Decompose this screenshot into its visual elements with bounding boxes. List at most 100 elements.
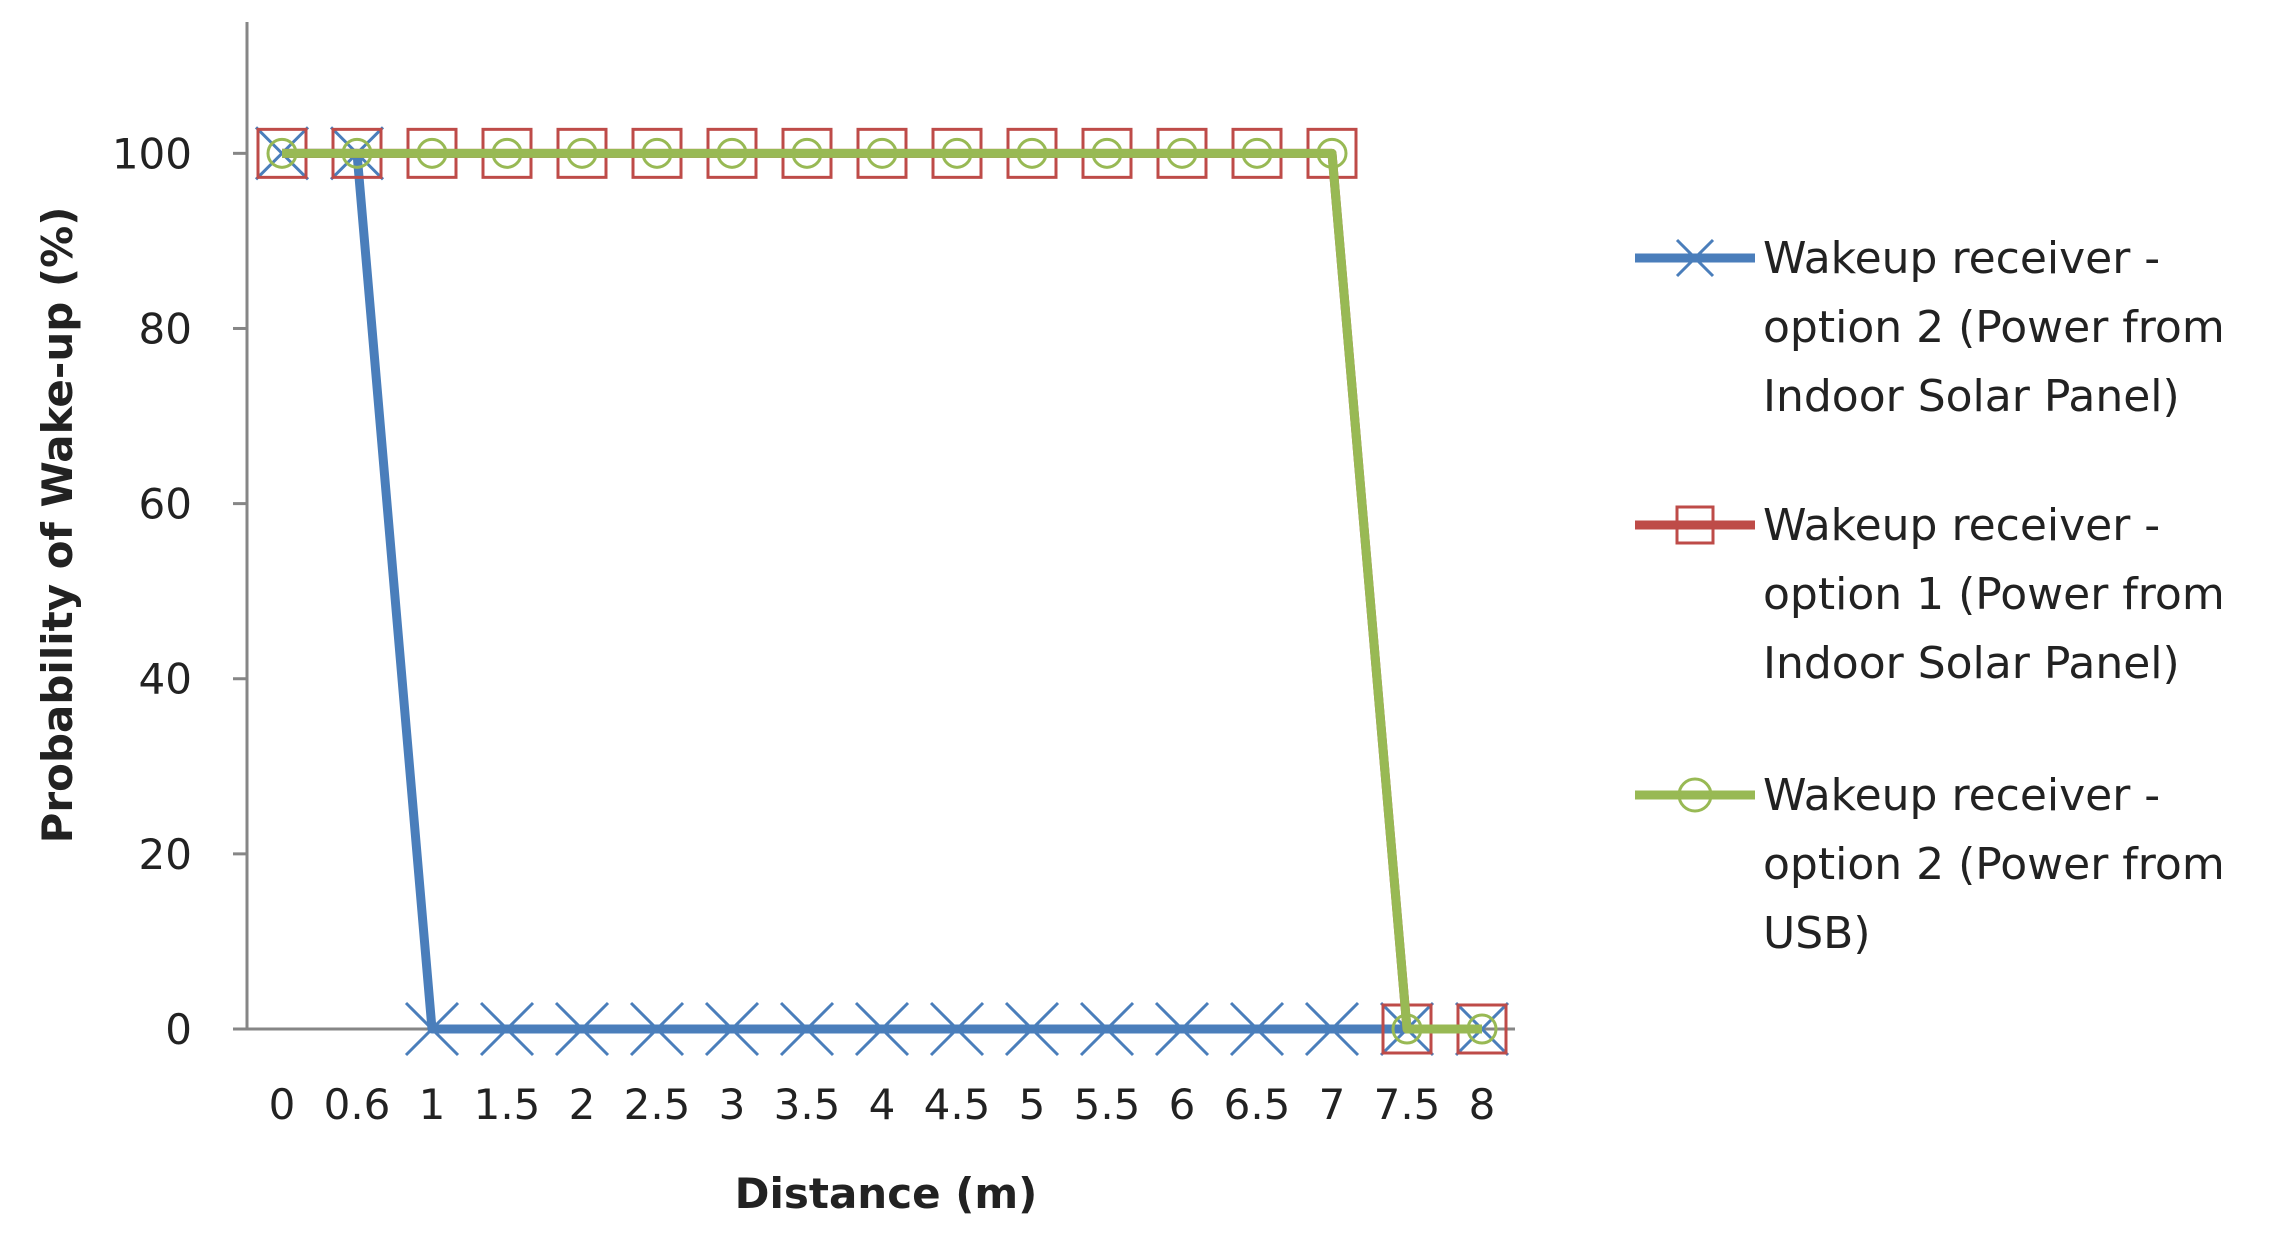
series-3-point — [791, 137, 823, 169]
legend-label-line: Indoor Solar Panel) — [1763, 638, 2180, 689]
legend-label-line: option 2 (Power from — [1763, 302, 2225, 353]
circle-marker — [716, 137, 748, 169]
y-tick-label: 20 — [139, 830, 192, 879]
x-ticks: 0 0.6 1 1.5 2 2.5 3 3.5 4 4.5 5 5.5 6 6.5 7 7.5 8 — [269, 1080, 1496, 1129]
series-1-point — [1229, 1001, 1285, 1057]
y-tick-label: 80 — [139, 304, 192, 353]
x-marker-stroke — [554, 1001, 610, 1057]
x-marker-stroke — [1229, 1001, 1285, 1057]
circle-marker — [791, 137, 823, 169]
series-3-point — [1166, 137, 1198, 169]
legend-item-1: Wakeup receiver - option 2 (Power from Ind… — [1635, 233, 2225, 422]
series-1-point — [854, 1001, 910, 1057]
legend-swatch-marker — [1675, 505, 1715, 545]
x-tick-label: 0 — [269, 1080, 296, 1129]
x-marker-stroke — [1004, 1001, 1060, 1057]
x-marker-stroke — [854, 1001, 910, 1057]
series-1-point — [1304, 1001, 1360, 1057]
series-1-point — [404, 1001, 460, 1057]
x-marker-stroke — [404, 1001, 460, 1057]
circle-marker — [1091, 137, 1123, 169]
circle-marker — [1677, 777, 1713, 813]
series-3-point — [866, 137, 898, 169]
x-tick-label: 1 — [419, 1080, 446, 1129]
series-3-point — [716, 137, 748, 169]
series-1-point — [1154, 1001, 1210, 1057]
x-marker-stroke — [629, 1001, 685, 1057]
x-tick-label: 2.5 — [624, 1080, 691, 1129]
legend-label-line: Wakeup receiver - — [1763, 500, 2160, 551]
x-tick-label: 7 — [1319, 1080, 1346, 1129]
legend-item-3: Wakeup receiver - option 2 (Power from USB… — [1635, 770, 2225, 959]
x-tick-label: 1.5 — [474, 1080, 541, 1129]
x-marker-stroke — [929, 1001, 985, 1057]
series-3-point — [266, 137, 298, 169]
legend-label-line: Wakeup receiver - — [1763, 233, 2160, 284]
circle-marker — [341, 137, 373, 169]
x-tick-label: 2 — [569, 1080, 596, 1129]
series-2-line — [282, 148, 1482, 1034]
x-tick-label: 6 — [1169, 1080, 1196, 1129]
legend-label-line: Indoor Solar Panel) — [1763, 371, 2180, 422]
series-3-point — [416, 137, 448, 169]
y-tick-label: 40 — [139, 655, 192, 704]
series-3-point — [941, 137, 973, 169]
series-1-point — [629, 1001, 685, 1057]
series-3-point — [566, 137, 598, 169]
legend-label-line: Wakeup receiver - — [1763, 770, 2160, 821]
legend: Wakeup receiver - option 2 (Power from Ind… — [1635, 233, 2225, 959]
x-tick-label: 5.5 — [1074, 1080, 1141, 1129]
x-tick-label: 4 — [869, 1080, 896, 1129]
legend-swatch-marker — [1677, 777, 1713, 813]
x-axis-title: Distance (m) — [735, 1169, 1038, 1218]
x-tick-label: 6.5 — [1224, 1080, 1291, 1129]
x-tick-label: 7.5 — [1374, 1080, 1441, 1129]
x-marker-stroke — [1304, 1001, 1360, 1057]
series-3-point — [341, 137, 373, 169]
series-3-point — [1316, 137, 1348, 169]
circle-marker — [866, 137, 898, 169]
x-tick-label: 3 — [719, 1080, 746, 1129]
series-layer — [254, 126, 1510, 1057]
y-ticks: 0 20 40 60 80 100 — [112, 129, 247, 1054]
series-3-point — [1241, 137, 1273, 169]
series-3-point — [1091, 137, 1123, 169]
circle-marker — [1466, 1013, 1498, 1045]
circle-marker — [266, 137, 298, 169]
series-1-point — [554, 1001, 610, 1057]
x-tick-label: 4.5 — [924, 1080, 991, 1129]
x-marker-stroke — [479, 1001, 535, 1057]
x-marker-stroke — [1079, 1001, 1135, 1057]
series-1-point — [479, 1001, 535, 1057]
y-tick-label: 60 — [139, 480, 192, 529]
legend-label-line: option 1 (Power from — [1763, 569, 2225, 620]
circle-marker — [566, 137, 598, 169]
circle-marker — [1166, 137, 1198, 169]
circle-marker — [1391, 1013, 1423, 1045]
series-1-point — [929, 1001, 985, 1057]
axes — [245, 22, 1515, 1031]
circle-marker — [641, 137, 673, 169]
y-tick-label: 0 — [165, 1005, 192, 1054]
circle-marker — [941, 137, 973, 169]
series-3-point — [641, 137, 673, 169]
series-3 — [266, 137, 1498, 1045]
circle-marker — [1016, 137, 1048, 169]
series-1 — [254, 126, 1510, 1057]
series-3-point — [1391, 1013, 1423, 1045]
series-2 — [256, 127, 1508, 1055]
legend-item-2: Wakeup receiver - option 1 (Power from Ind… — [1635, 500, 2225, 689]
x-tick-label: 5 — [1019, 1080, 1046, 1129]
circle-marker — [491, 137, 523, 169]
circle-marker — [1316, 137, 1348, 169]
x-marker-stroke — [1154, 1001, 1210, 1057]
series-3-point — [1016, 137, 1048, 169]
series-3-line — [282, 148, 1482, 1034]
x-marker-stroke — [704, 1001, 760, 1057]
series-1-point — [704, 1001, 760, 1057]
series-3-point — [1466, 1013, 1498, 1045]
square-marker — [1675, 505, 1715, 545]
series-1-line — [282, 148, 1482, 1034]
x-tick-label: 3.5 — [774, 1080, 841, 1129]
legend-swatch-marker — [1675, 238, 1715, 278]
